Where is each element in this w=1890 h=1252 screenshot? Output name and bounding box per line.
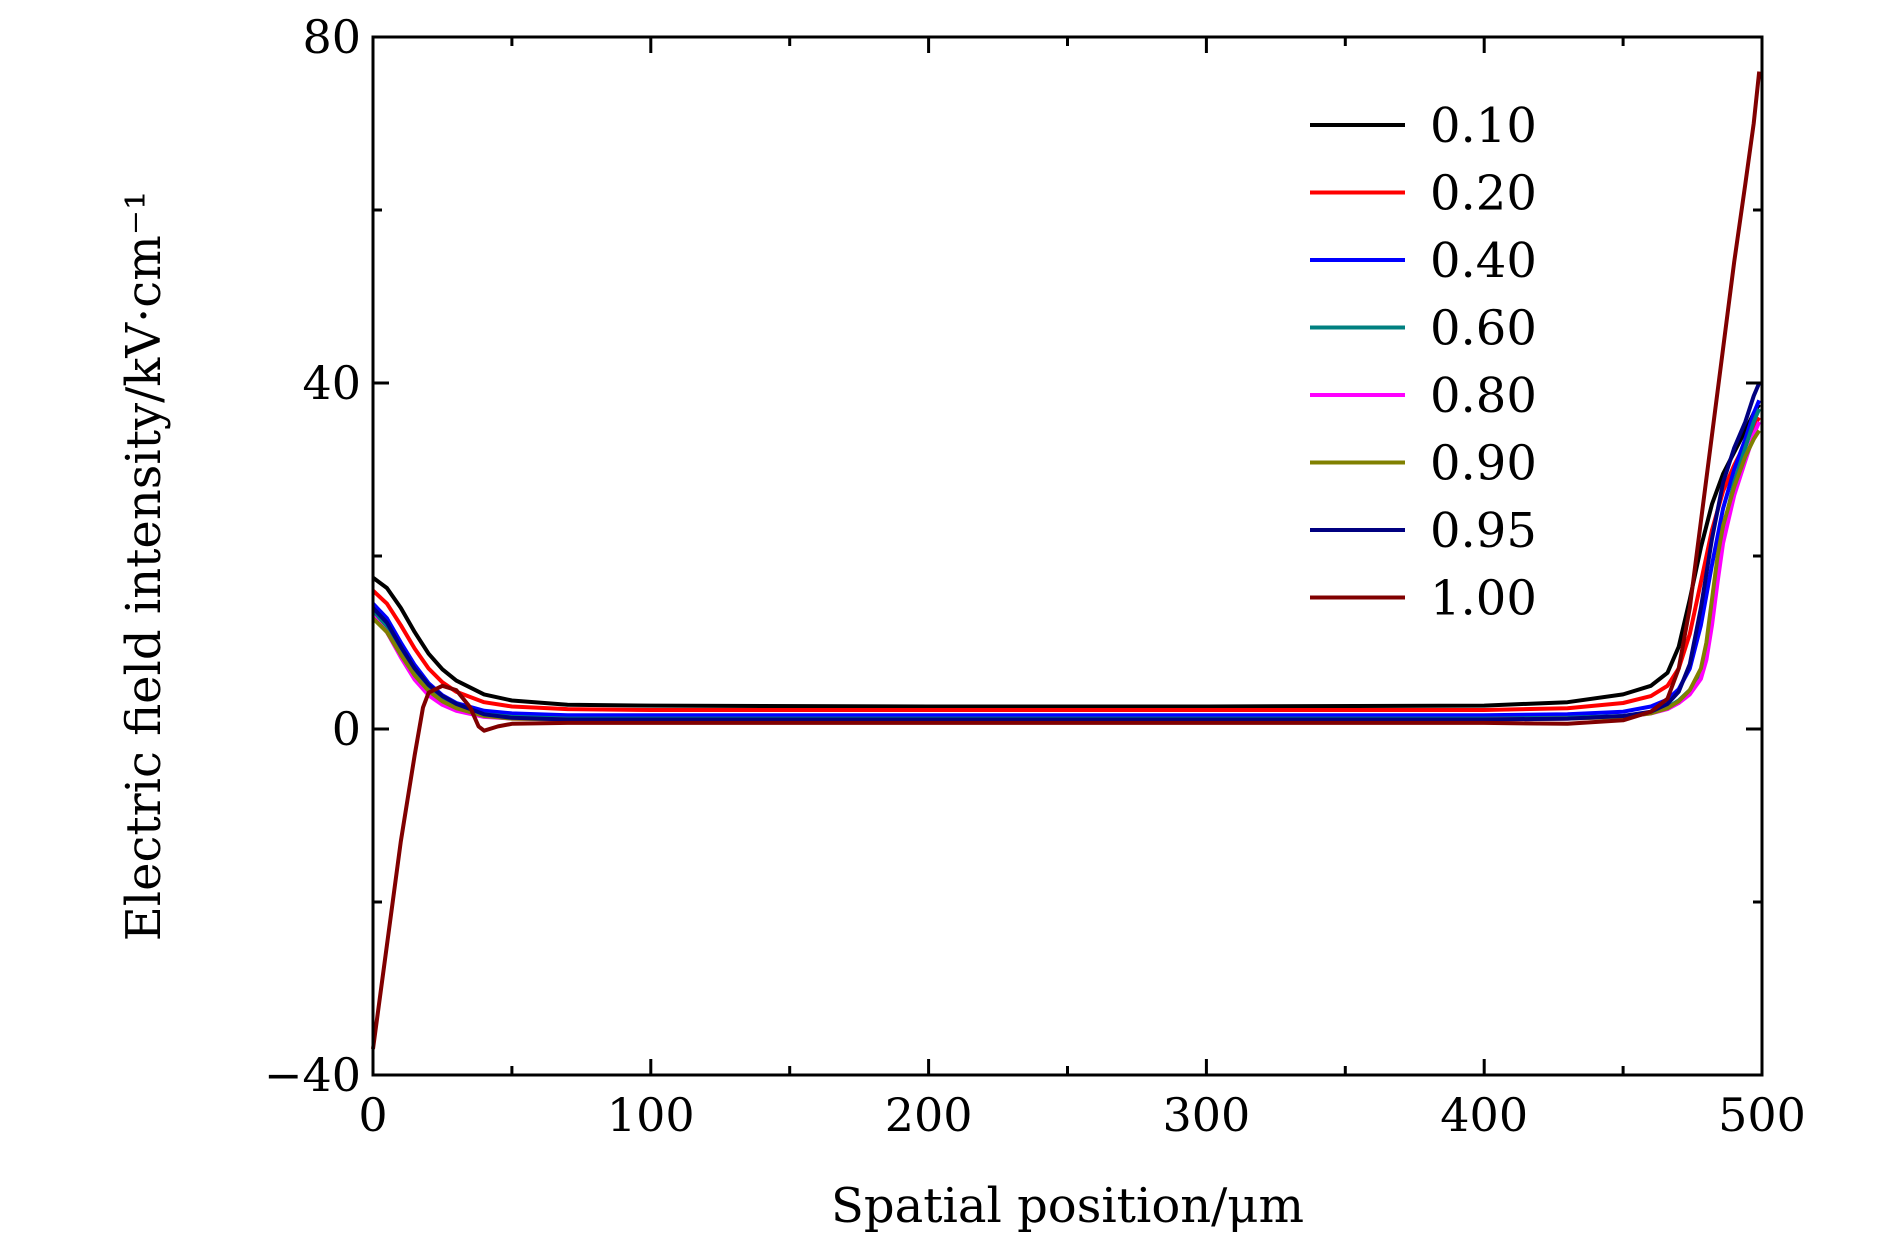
axis-ticks	[371, 35, 1764, 1077]
x-tick-label: 100	[607, 1088, 695, 1142]
legend-label: 0.90	[1430, 436, 1537, 492]
legend-label: 0.95	[1430, 503, 1537, 559]
x-axis-label: Spatial position/μm	[831, 1178, 1304, 1234]
legend-label: 0.40	[1430, 233, 1537, 289]
legend-label: 0.80	[1430, 368, 1537, 424]
series-line-0.90	[371, 429, 1761, 722]
series-line-0.80	[371, 421, 1762, 722]
series-line-0.60	[371, 408, 1762, 721]
plot-lines	[371, 71, 1762, 1050]
series-line-0.95	[371, 382, 1762, 722]
legend: 0.10 0.20 0.40 0.60 0.80 0.90 0.95 1.00	[1310, 98, 1537, 627]
legend-label: 0.60	[1430, 301, 1537, 357]
y-tick-label: 80	[302, 10, 361, 64]
x-tick-label: 400	[1440, 1088, 1528, 1142]
series-line-0.10	[371, 403, 1761, 709]
y-axis-label: Electric field intensity/kV·cm⁻¹	[116, 191, 172, 942]
legend-label: 0.10	[1430, 98, 1537, 154]
x-tick-label: 500	[1718, 1088, 1806, 1142]
y-tick-label: 0	[332, 702, 361, 756]
y-tick-label: 40	[302, 356, 361, 410]
y-tick-label: −40	[264, 1048, 361, 1102]
series-line-0.40	[371, 399, 1762, 718]
series-line-0.20	[371, 416, 1761, 712]
x-tick-label: 200	[885, 1088, 973, 1142]
legend-label: 1.00	[1430, 571, 1537, 627]
legend-label: 0.20	[1430, 166, 1537, 222]
series-line-1.00	[371, 71, 1762, 1050]
x-tick-label: 300	[1162, 1088, 1250, 1142]
x-tick-label: 0	[358, 1088, 387, 1142]
plot-frame	[371, 35, 1764, 1077]
